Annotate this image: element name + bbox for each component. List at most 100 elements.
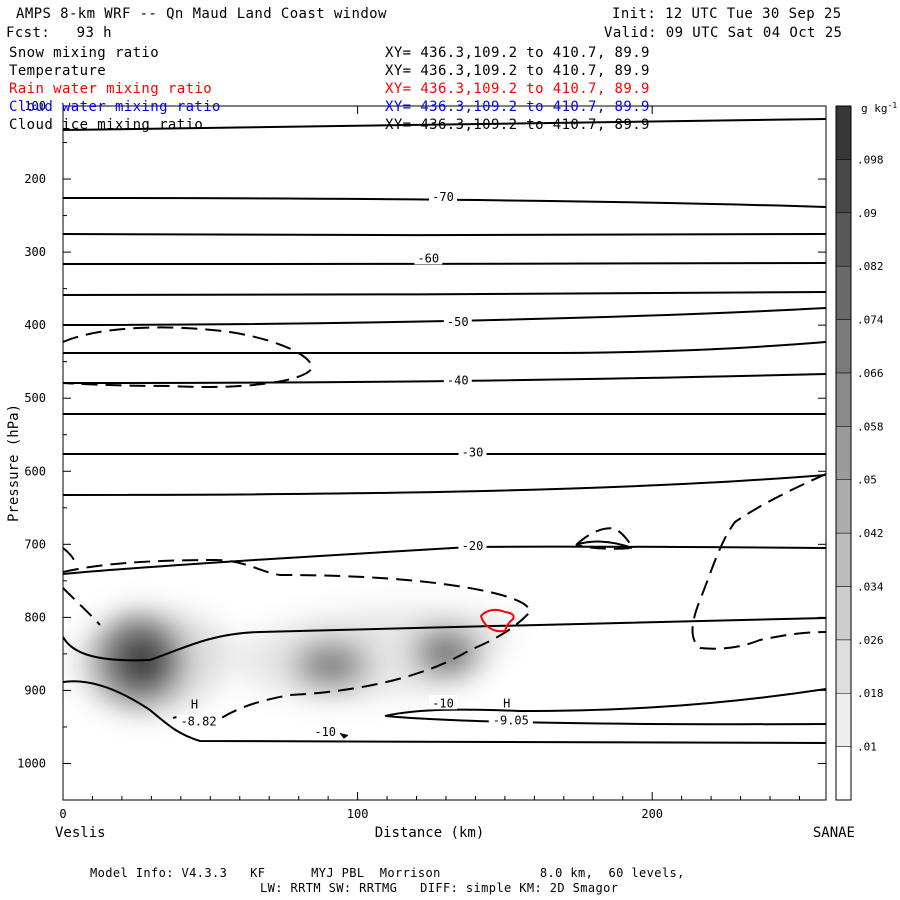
field-xy-cloud-ice: XY= 436.3,109.2 to 410.7, 89.9: [385, 117, 650, 133]
cloud-ice-contour-4: [575, 527, 634, 550]
y-tick-label-800: 800: [24, 610, 46, 624]
cloud-ice-contour-2: [63, 587, 101, 626]
isotherm-label-bg-6: [429, 695, 458, 710]
field-xy-temperature: XY= 436.3,109.2 to 410.7, 89.9: [385, 63, 650, 79]
right-endpoint-label: SANAE: [813, 825, 855, 841]
cloud-ice-contour-1: [63, 558, 532, 723]
label-tick: [339, 732, 349, 739]
plot-area: -70 -60 -50 -40 -30 -20 -10 -10 H -8.82 H -9.05: [63, 118, 826, 744]
left-endpoint-label: Veslis: [55, 825, 106, 841]
colorbar-tick-label-5: .05: [857, 474, 877, 487]
y-tick-label-300: 300: [24, 245, 46, 259]
colorbar-bin-6: [835, 426, 852, 480]
chart-title: AMPS 8-km WRF -- Qn Maud Land Coast wind…: [16, 6, 387, 22]
isotherm-4: [63, 291, 826, 296]
colorbar-tick-label-9: .082: [857, 260, 884, 273]
extremum-value-0: -8.82: [180, 714, 216, 728]
model-info-line1: Model Info: V4.3.3 KF MYJ PBL Morrison 8…: [90, 866, 685, 880]
isotherm-label-bg-7: [311, 723, 340, 738]
x-tick-label-100: 100: [347, 807, 369, 821]
x-tick-label-0: 0: [59, 807, 66, 821]
colorbar-bin-7: [835, 372, 852, 427]
colorbar-bin-5: [835, 479, 852, 534]
extremum-letter-0: H: [191, 697, 198, 711]
valid-time: Valid: 09 UTC Sat 04 Oct 25: [604, 25, 843, 41]
y-tick-label-700: 700: [24, 537, 46, 551]
x-axis-title: Distance (km): [375, 825, 485, 841]
init-time: Init: 12 UTC Tue 30 Sep 25: [612, 6, 842, 22]
colorbar-tick-label-8: .074: [857, 314, 884, 327]
rain-water-contour: [479, 608, 515, 633]
snow-shade-mid-core: [313, 653, 350, 678]
colorbar-tick-label-3: .034: [857, 580, 884, 593]
y-tick-label-900: 900: [24, 683, 46, 697]
field-name-temperature: Temperature: [9, 63, 107, 79]
isotherm-label-bg-0: [429, 189, 458, 204]
colorbar-tick-label-10: .09: [857, 207, 877, 220]
isotherm-2: [63, 233, 826, 237]
isotherm-7: [63, 373, 826, 384]
isotherm-label-5: -20: [462, 539, 484, 553]
isotherm-label-bg-5: [458, 538, 487, 553]
isotherm-15: [385, 715, 826, 726]
y-tick-label-600: 600: [24, 464, 46, 478]
colorbar-tick-label-6: .058: [857, 420, 884, 433]
field-name-cloud-water: Cloud water mixing ratio: [9, 99, 221, 115]
colorbar-bin-0: [835, 746, 852, 801]
field-name-snow: Snow mixing ratio: [9, 45, 160, 61]
colorbar-bin-4: [835, 532, 852, 587]
extremum-value-bg-0: [176, 714, 221, 729]
isotherm-14: [384, 688, 826, 717]
isotherm-label-0: -70: [432, 190, 454, 204]
colorbar-unit-exponent: -1: [888, 101, 898, 110]
colorbar-bin-12: [835, 105, 852, 160]
y-tick-label-1000: 1000: [17, 756, 46, 770]
cloud-ice-contour-5: [691, 473, 826, 650]
colorbar-bin-2: [835, 639, 852, 694]
colorbar-bin-11: [835, 159, 852, 214]
colorbar-frame: [835, 105, 852, 801]
cloud-ice-contours: [63, 326, 826, 723]
isotherm-label-7: -10: [314, 725, 336, 739]
colorbar-tick-label-2: .026: [857, 634, 884, 647]
colorbar-bin-8: [835, 319, 852, 374]
field-name-rain: Rain water mixing ratio: [9, 81, 213, 97]
isotherm-label-bg-1: [414, 250, 443, 265]
isotherm-label-3: -40: [447, 373, 469, 387]
colorbar-tick-label-11: .098: [857, 153, 884, 166]
isotherm-label-bg-4: [458, 444, 487, 459]
isotherm-label-6: -10: [432, 696, 454, 710]
isotherm-label-2: -50: [447, 315, 469, 329]
cloud-ice-contour-0: [63, 326, 314, 389]
forecast-hour: Fcst: 93 h: [6, 25, 112, 41]
isotherm-12: [63, 617, 826, 662]
isotherm-label-bg-3: [443, 372, 472, 387]
field-xy-rain: XY= 436.3,109.2 to 410.7, 89.9: [385, 81, 650, 97]
field-xy-snow: XY= 436.3,109.2 to 410.7, 89.9: [385, 45, 650, 61]
colorbar-tick-label-1: .018: [857, 687, 884, 700]
isotherm-6: [63, 341, 826, 355]
x-tick-label-200: 200: [641, 807, 663, 821]
extremum-value-bg-1: [488, 713, 533, 728]
colorbar-tick-label-7: .066: [857, 367, 884, 380]
field-name-cloud-ice: Cloud ice mixing ratio: [9, 117, 204, 133]
extremum-letter-1: H: [503, 697, 510, 711]
cloud-ice-contour-3: [63, 547, 75, 561]
colorbar-bin-1: [835, 692, 852, 747]
isotherm-label-4: -30: [462, 446, 484, 460]
isotherm-13: [63, 680, 826, 744]
isotherm-3: [63, 262, 826, 265]
extremum-value-1: -9.05: [493, 714, 529, 728]
y-axis-title: Pressure (hPa): [6, 404, 22, 522]
isotherm-label-1: -60: [417, 251, 439, 265]
field-xy-cloud-water: XY= 436.3,109.2 to 410.7, 89.9: [385, 99, 650, 115]
colorbar-unit: g kg-1: [861, 101, 897, 115]
isotherm-small-bump: [575, 540, 633, 549]
model-info-line2: LW: RRTM SW: RRTMG DIFF: simple KM: 2D S…: [260, 881, 619, 895]
isotherm-0: [63, 118, 826, 131]
y-tick-label-200: 200: [24, 172, 46, 186]
isotherms: [63, 118, 826, 744]
colorbar-bin-9: [835, 265, 852, 320]
colorbar-bin-10: [835, 212, 852, 267]
